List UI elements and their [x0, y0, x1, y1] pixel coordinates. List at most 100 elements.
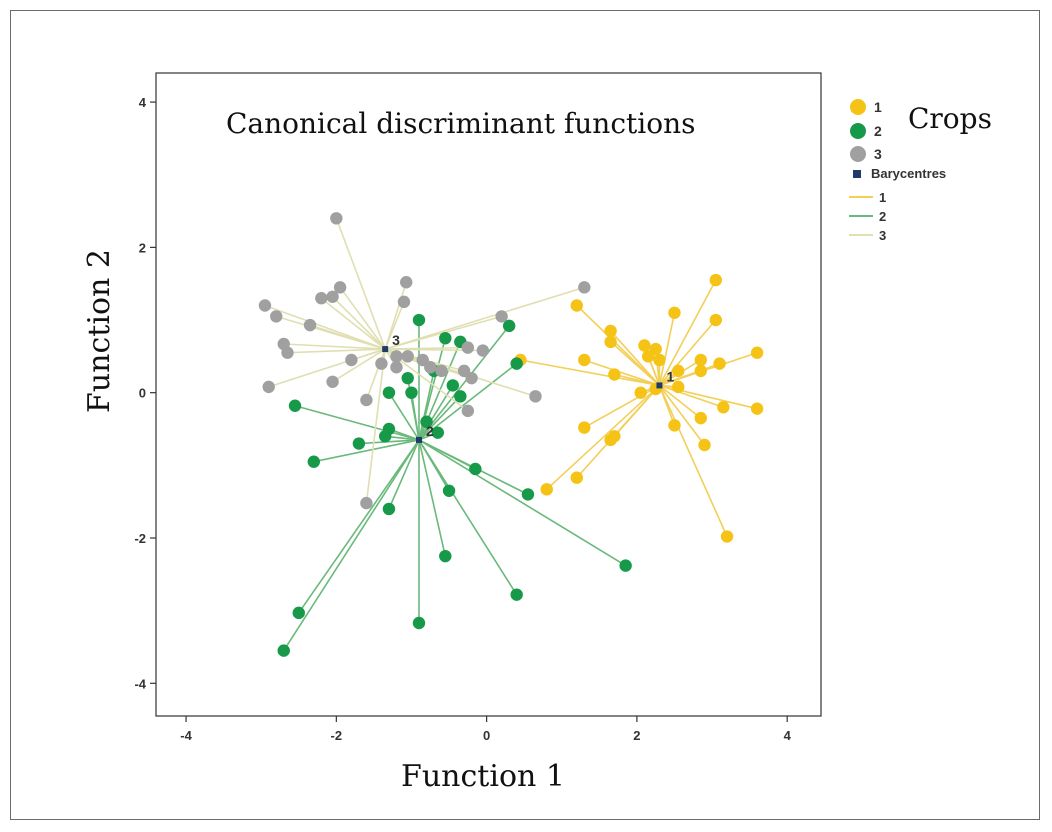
series-3-point-29: [529, 390, 542, 403]
series-2-point-12: [288, 399, 302, 412]
series-1-point-29: [698, 438, 711, 452]
x-tick-label-4: 2: [633, 728, 640, 743]
series-1-line-16: [659, 370, 702, 387]
series-3-point-1: [330, 212, 343, 225]
series-2-point-10: [405, 386, 418, 399]
x-tick-label-5: 4: [784, 728, 792, 743]
series-3-barycentre-label: 3: [392, 332, 400, 348]
centroids-layer: 1 2 3: [382, 332, 674, 443]
series-2-line-28: [283, 439, 420, 652]
series-2-line-11: [418, 395, 461, 441]
series-3-line-5: [332, 296, 386, 350]
series-1-point-3: [668, 306, 681, 319]
series-2-line-6: [418, 370, 435, 441]
figure-frame: 1 2 3 -4 -2 0 2 4 -4 -2 0 2 4 Canonical discriminan…: [10, 10, 1040, 820]
series-2-point-19: [469, 462, 482, 476]
legend-barycentre-marker: [853, 170, 861, 178]
series-1-point-2: [570, 299, 583, 312]
series-1-point-11: [694, 353, 707, 367]
series-1-point-15: [672, 364, 685, 378]
series-2-barycentre-label: 2: [426, 423, 434, 439]
series-1-point-23: [750, 402, 764, 415]
legend-label-2: 2: [874, 123, 882, 139]
series-1-point-28: [604, 433, 617, 447]
series-1-point-7: [604, 335, 617, 349]
series-1-point-22: [717, 401, 730, 414]
series-3-point-31: [360, 496, 373, 510]
series-3-point-4: [315, 292, 328, 305]
series-2-point-28: [277, 644, 290, 657]
series-1-point-6: [638, 339, 651, 352]
x-tick-label-2: -2: [331, 728, 343, 743]
series-2-point-3: [439, 331, 452, 345]
series-2-point-22: [382, 502, 396, 516]
y-tick-label-3: 0: [139, 386, 146, 401]
series-3-line-10: [384, 286, 585, 350]
series-3-point-22: [424, 361, 437, 374]
series-2-point-9: [382, 386, 396, 399]
series-3-point-9: [495, 310, 508, 323]
series-2-point-20: [442, 484, 456, 497]
legend-title: Crops: [908, 102, 992, 135]
series-2-point-16: [352, 437, 366, 450]
series-3-point-18: [390, 361, 403, 374]
legend: 1 2 3 Crops Barycentres 1 2 3: [849, 99, 992, 243]
series-1-point-20: [672, 380, 685, 394]
legend-line-label-1: 1: [879, 190, 886, 205]
series-1-line-29: [658, 384, 706, 446]
x-axis-label: Function 1: [401, 759, 565, 794]
x-tick-label-3: 0: [483, 728, 490, 743]
series-3-point-28: [360, 393, 373, 407]
y-tick-label-2: -2: [134, 531, 146, 546]
chart-title: Canonical discriminant functions: [226, 107, 696, 140]
series-1-point-26: [578, 421, 591, 434]
series-2-point-11: [454, 390, 467, 403]
axes-layer: -4 -2 0 2 4 -4 -2 0 2 4: [134, 95, 791, 743]
series-1-point-12: [578, 353, 591, 367]
series-3-line-3: [339, 286, 386, 350]
series-1-point-18: [634, 386, 647, 399]
series-3-point-6: [397, 295, 411, 309]
legend-label-1: 1: [874, 99, 882, 115]
series-2-point-5: [510, 357, 523, 370]
series-1-point-4: [709, 313, 723, 327]
series-1-line-1: [658, 279, 717, 386]
series-2-point-23: [439, 549, 452, 563]
series-2-point-25: [510, 588, 523, 601]
series-3-point-7: [258, 299, 272, 312]
series-2-line-22: [388, 439, 420, 510]
legend-line-label-3: 3: [879, 228, 886, 243]
series-1-line-21: [520, 359, 660, 387]
series-2-line-26: [298, 439, 420, 614]
series-2-point-8: [446, 379, 460, 392]
series-1-line-32: [658, 385, 728, 537]
y-tick-label-4: 2: [139, 240, 146, 255]
series-3-point-30: [461, 404, 475, 418]
series-2-point-21: [521, 488, 535, 501]
series-2-point-15: [378, 430, 392, 443]
series-3-line-13: [287, 348, 386, 354]
series-1-line-26: [583, 384, 660, 429]
series-3-point-27: [262, 380, 275, 394]
series-2-point-1: [412, 313, 426, 327]
series-1-point-30: [570, 471, 583, 484]
series-2-point-17: [431, 426, 444, 439]
x-tick-label-1: -4: [180, 728, 192, 743]
series-1-line-22: [659, 384, 724, 408]
series-2-line-24: [418, 439, 627, 567]
legend-marker-2: [850, 123, 866, 139]
series-2-line-10: [410, 392, 420, 441]
series-1-point-17: [608, 368, 621, 381]
plot-area-border: [155, 72, 822, 717]
series-1-point-32: [720, 530, 734, 543]
series-1-line-3: [658, 312, 676, 386]
series-1-point-13: [750, 346, 764, 359]
series-3-point-19: [461, 341, 475, 354]
discriminant-scatter-plot: 1 2 3 -4 -2 0 2 4 -4 -2 0 2 4 Canonical discriminan…: [82, 72, 992, 794]
series-3-point-11: [303, 318, 317, 332]
series-3-line-11: [309, 324, 386, 350]
series-1-line-31: [546, 384, 660, 490]
series-3-point-16: [345, 353, 358, 367]
series-3-line-7: [264, 304, 386, 350]
series-2-point-18: [307, 455, 320, 468]
